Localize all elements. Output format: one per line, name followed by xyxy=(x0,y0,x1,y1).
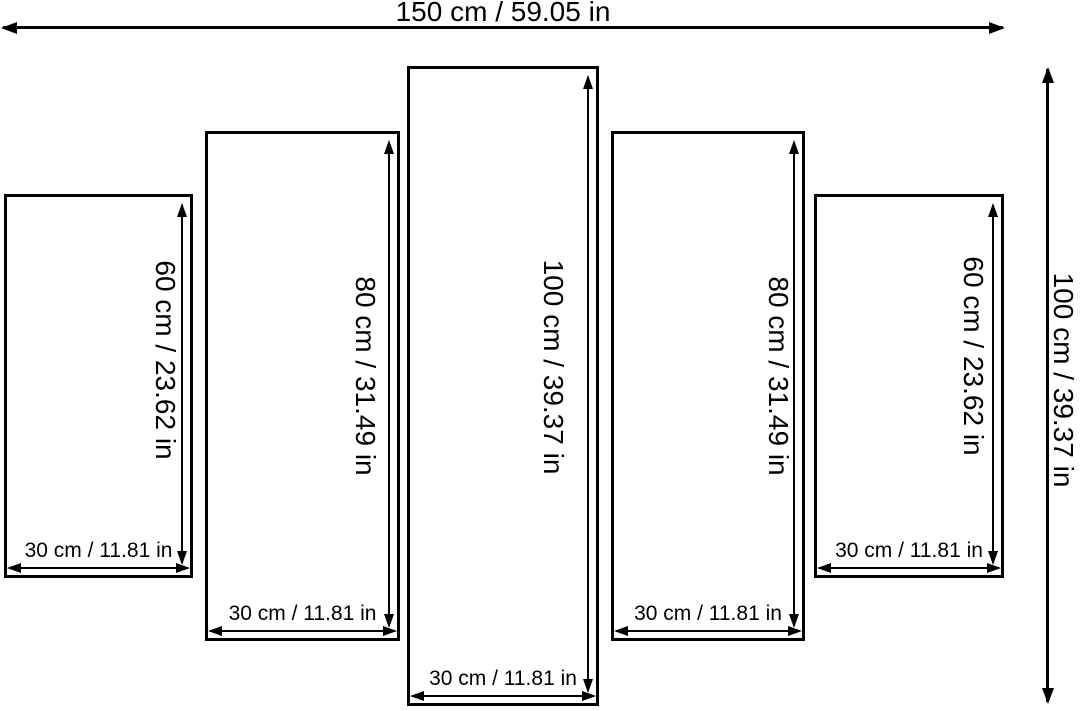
panel-3-height-label: 100 cm / 39.37 in xyxy=(538,259,569,475)
panel-3-width-label: 30 cm / 11.81 in xyxy=(429,667,577,690)
panel-2-height-label: 80 cm / 31.49 in xyxy=(350,276,381,476)
panel-5-width-arrow xyxy=(817,563,1001,573)
overall-width-arrow xyxy=(1,21,1005,34)
overall-width-label: 150 cm / 59.05 in xyxy=(395,0,611,27)
panel-4-width-label: 30 cm / 11.81 in xyxy=(634,602,782,625)
panel-1-height-arrow xyxy=(177,203,187,565)
panel-1-width-arrow xyxy=(7,563,190,573)
panel-5: 60 cm / 23.62 in 30 cm / 11.81 in xyxy=(814,194,1004,578)
panel-3-width-arrow xyxy=(410,691,596,701)
panel-4-width-arrow xyxy=(614,626,802,636)
panel-2: 80 cm / 31.49 in 30 cm / 11.81 in xyxy=(205,131,400,641)
panel-4-height-arrow xyxy=(789,140,799,628)
panel-1-height-label: 60 cm / 23.62 in xyxy=(150,259,181,460)
panel-1-width-label: 30 cm / 11.81 in xyxy=(24,539,173,562)
panel-2-height-arrow xyxy=(384,140,394,628)
panel-1: 60 cm / 23.62 in 30 cm / 11.81 in xyxy=(4,194,193,578)
panel-3-height-arrow xyxy=(583,75,593,693)
overall-height-label: 100 cm / 39.37 in xyxy=(1048,272,1079,488)
panel-4: 80 cm / 31.49 in 30 cm / 11.81 in xyxy=(611,131,805,641)
panel-4-height-label: 80 cm / 31.49 in xyxy=(763,276,794,476)
panel-5-height-label: 60 cm / 23.62 in xyxy=(958,256,989,456)
panel-5-height-arrow xyxy=(988,203,998,565)
overall-height-arrow xyxy=(1041,67,1054,704)
panel-5-width-label: 30 cm / 11.81 in xyxy=(835,539,983,562)
panel-3: 100 cm / 39.37 in 30 cm / 11.81 in xyxy=(407,66,599,706)
panel-2-width-label: 30 cm / 11.81 in xyxy=(228,602,377,625)
panel-2-width-arrow xyxy=(208,626,397,636)
